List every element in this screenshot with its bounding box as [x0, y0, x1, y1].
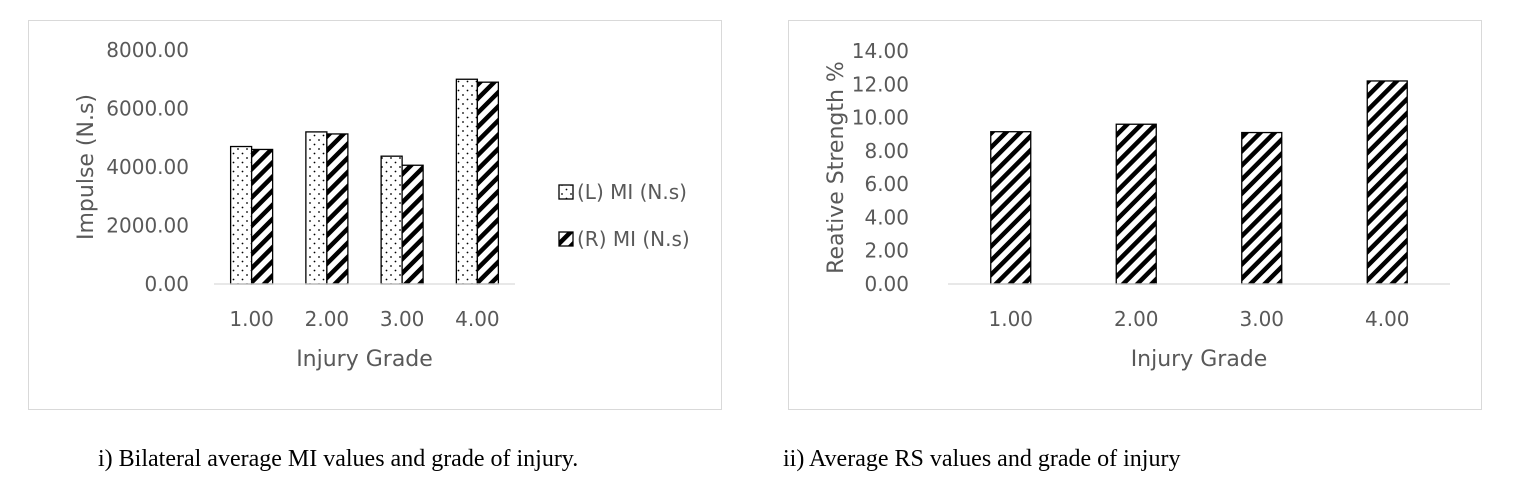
bar-series2-4 [476, 81, 500, 285]
bar-series1-4 [1366, 80, 1408, 285]
legend-label-1: (L) MI (N.s) [577, 180, 687, 204]
bar-series1-2 [1115, 123, 1157, 285]
bar-series1-2 [305, 131, 328, 285]
x-tick-label: 3.00 [380, 307, 425, 331]
y-tick-label: 2000.00 [106, 214, 189, 238]
chart-panel-rs: 0.00 2.00 4.00 6.00 8.00 10.00 12.00 14.00 1.00 2… [788, 20, 1482, 410]
bar-series1-3 [1241, 131, 1283, 285]
legend-label-2: (R) MI (N.s) [577, 227, 690, 251]
y-tick-label: 6000.00 [106, 97, 189, 121]
mi-bar-chart: 0.00 2000.00 4000.00 6000.00 8000.00 1.00 2.00… [74, 38, 690, 372]
bar-series2-2 [326, 133, 349, 285]
y-tick-label: 2.00 [864, 239, 909, 263]
y-tick-label: 6.00 [864, 172, 909, 196]
x-axis-title: Injury Grade [1131, 347, 1268, 372]
chart-panel-mi: 0.00 2000.00 4000.00 6000.00 8000.00 1.00 2.00… [28, 20, 722, 410]
bar-series2-1 [250, 148, 274, 285]
caption-rs: ii) Average RS values and grade of injur… [783, 446, 1181, 472]
y-tick-label: 10.00 [852, 106, 909, 130]
x-axis-title: Injury Grade [296, 347, 433, 372]
y-tick-label: 0.00 [144, 272, 189, 296]
x-tick-label: 4.00 [455, 307, 500, 331]
y-axis-title: Reative Strength % [824, 61, 849, 274]
bar-series2-3 [401, 164, 424, 285]
y-tick-label: 8000.00 [106, 38, 189, 62]
legend-swatch-2 [558, 231, 574, 247]
x-tick-label: 3.00 [1239, 307, 1284, 331]
bar-series1-4 [455, 78, 479, 285]
y-tick-label: 12.00 [852, 72, 909, 96]
x-tick-label: 1.00 [988, 307, 1033, 331]
bar-series1-1 [990, 131, 1032, 285]
bar-series1-1 [229, 145, 253, 285]
y-tick-label: 8.00 [864, 139, 909, 163]
y-tick-label: 0.00 [864, 272, 909, 296]
bar-series1-3 [380, 155, 403, 285]
rs-bar-chart: 0.00 2.00 4.00 6.00 8.00 10.00 12.00 14.00 1.00 2… [824, 39, 1450, 372]
caption-mi: i) Bilateral average MI values and grade… [98, 446, 579, 472]
y-tick-label: 4000.00 [106, 155, 189, 179]
y-tick-label: 4.00 [864, 205, 909, 229]
x-tick-label: 2.00 [1114, 307, 1159, 331]
y-tick-label: 14.00 [852, 39, 909, 63]
x-tick-label: 4.00 [1365, 307, 1410, 331]
y-axis-title: Impulse (N.s) [74, 94, 99, 240]
legend-swatch-1 [558, 184, 574, 200]
x-tick-label: 2.00 [305, 307, 350, 331]
x-tick-label: 1.00 [229, 307, 274, 331]
